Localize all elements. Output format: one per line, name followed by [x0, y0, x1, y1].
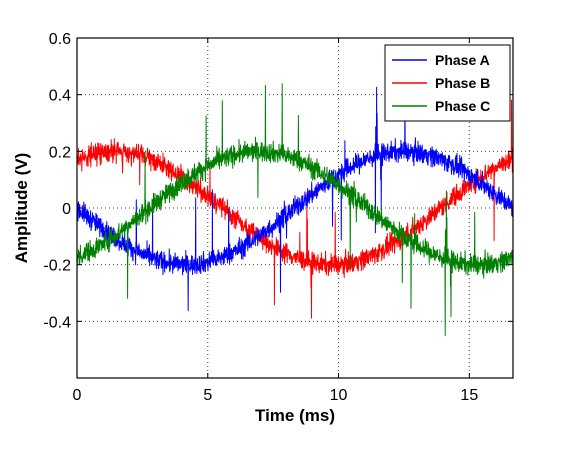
- x-axis-label: Time (ms): [255, 406, 335, 425]
- y-tick-label: 0: [62, 201, 71, 218]
- x-tick-label: 0: [73, 387, 82, 404]
- legend-label: Phase A: [435, 52, 490, 68]
- y-tick-label: -0.4: [43, 314, 71, 331]
- series-line-phase-c: [77, 83, 513, 336]
- y-tick-label: 0.4: [49, 88, 71, 105]
- x-tick-label: 5: [203, 387, 212, 404]
- y-tick-label: 0.6: [49, 31, 71, 48]
- y-axis-label: Amplitude (V): [12, 153, 31, 264]
- legend-label: Phase B: [435, 75, 490, 91]
- x-tick-label: 10: [330, 387, 348, 404]
- legend: Phase A Phase B Phase C: [384, 44, 511, 122]
- ticks: 0 5 10 15 -0.4 -0.2 0 0.2 0.4 0.6: [43, 31, 513, 404]
- y-tick-label: -0.2: [43, 258, 71, 275]
- legend-label: Phase C: [435, 98, 490, 114]
- series-group: [77, 83, 513, 336]
- x-tick-label: 15: [460, 387, 478, 404]
- series-line-phase-a: [77, 86, 513, 312]
- series-line-phase-b: [77, 99, 513, 319]
- y-tick-label: 0.2: [49, 144, 71, 161]
